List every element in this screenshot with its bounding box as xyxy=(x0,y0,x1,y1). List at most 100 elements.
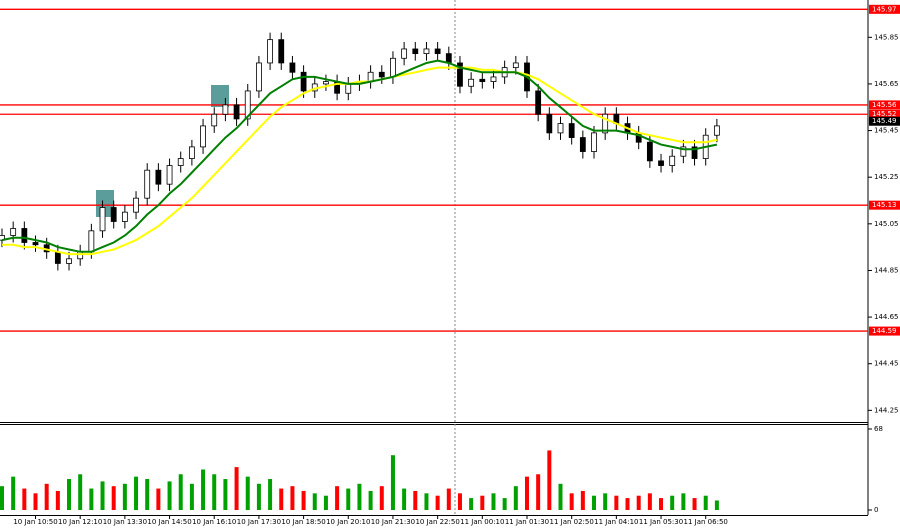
y-tick-label: 144.65 xyxy=(874,313,899,321)
volume-bar xyxy=(524,476,529,510)
x-tick-label: 10 Jan 14:50 xyxy=(147,518,191,526)
volume-bar xyxy=(44,483,49,510)
volume-bar xyxy=(223,479,228,510)
volume-bar xyxy=(569,493,574,510)
x-tick-label: 10 Jan 22:50 xyxy=(415,518,459,526)
volume-bar xyxy=(424,493,429,510)
volume-bar xyxy=(379,486,384,510)
candle-body xyxy=(713,125,720,136)
volume-bar xyxy=(335,486,340,510)
candle-body xyxy=(423,48,430,55)
volume-bar xyxy=(502,498,507,510)
candle-body xyxy=(579,137,586,152)
volume-bar xyxy=(480,495,485,510)
volume-bar xyxy=(703,495,708,510)
candle-body xyxy=(267,39,273,64)
y-tick-label: 145.05 xyxy=(874,220,899,228)
volume-bar xyxy=(614,495,619,510)
moving-average xyxy=(1,59,718,253)
candle-body xyxy=(591,132,597,152)
volume-bar xyxy=(189,483,194,510)
volume-bar xyxy=(122,483,127,510)
volume-bar xyxy=(301,490,306,510)
x-tick-label: 10 Jan 10:50 xyxy=(13,518,57,526)
volume-bar xyxy=(681,493,686,510)
candle-body xyxy=(345,83,352,94)
volume-bar xyxy=(100,481,105,510)
volume-bar xyxy=(491,493,496,510)
candle-body xyxy=(669,155,676,166)
volume-bar xyxy=(390,455,395,510)
candle-body xyxy=(188,146,195,159)
candle-body xyxy=(222,104,229,115)
candle-body xyxy=(546,113,553,134)
candle-body xyxy=(21,228,28,243)
candle-body xyxy=(256,62,262,92)
volume-bar xyxy=(346,488,351,510)
candle-body xyxy=(99,207,106,232)
volume-bar xyxy=(0,486,4,510)
x-tick-label: 11 Jan 01:30 xyxy=(505,518,549,526)
candle-body xyxy=(177,158,184,166)
volume-bar xyxy=(167,481,172,510)
level-tag xyxy=(869,100,900,110)
level-tag xyxy=(869,116,900,126)
volume-bar xyxy=(111,486,116,510)
volume-bar xyxy=(33,493,38,510)
candle-body xyxy=(378,71,385,78)
volume-bar xyxy=(290,486,295,510)
level-label: 144.59 xyxy=(872,327,897,335)
level-tag xyxy=(869,4,900,14)
volume-bar xyxy=(22,488,27,510)
level-label: 145.97 xyxy=(872,5,897,13)
candle-body xyxy=(278,39,285,64)
volume-bar xyxy=(558,483,563,510)
candle-body xyxy=(66,258,72,264)
candle-body xyxy=(401,48,408,59)
volume-bar xyxy=(714,500,719,510)
candle-body xyxy=(390,57,396,78)
volume-bar xyxy=(178,474,183,510)
candle-body xyxy=(88,230,95,253)
x-tick-label: 10 Jan 13:30 xyxy=(103,518,147,526)
volume-bar xyxy=(469,498,474,510)
candle-body xyxy=(144,169,151,199)
volume-bar xyxy=(212,474,217,510)
level-label: 145.49 xyxy=(872,117,897,125)
volume-bar xyxy=(402,488,407,510)
candle-body xyxy=(133,197,139,213)
y2-tick-label: 68 xyxy=(874,425,883,433)
level-tag xyxy=(869,109,900,119)
x-tick-label: 11 Jan 00:10 xyxy=(460,518,504,526)
candle-body xyxy=(434,48,441,55)
volume-bar xyxy=(55,490,60,510)
y-tick-label: 144.45 xyxy=(874,360,899,368)
volume-bar xyxy=(592,495,597,510)
volume-bar xyxy=(234,467,239,510)
volume-bar xyxy=(692,498,697,510)
x-tick-label: 11 Jan 02:50 xyxy=(550,518,594,526)
candle-body xyxy=(166,165,173,185)
signal-box xyxy=(211,85,229,107)
y-tick-label: 145.65 xyxy=(874,80,899,88)
candle-body xyxy=(54,251,61,264)
y-tick-label: 144.25 xyxy=(874,406,899,414)
volume-bar xyxy=(413,490,418,510)
candle-body xyxy=(602,113,609,134)
candle-body xyxy=(121,211,128,222)
volume-bar xyxy=(312,493,317,510)
x-tick-label: 11 Jan 05:30 xyxy=(639,518,683,526)
volume-bar xyxy=(368,490,373,510)
candle-body xyxy=(155,169,162,185)
candle-body xyxy=(490,76,497,83)
candle-body xyxy=(0,235,5,241)
volume-bar xyxy=(670,495,675,510)
volume-bar xyxy=(659,498,664,510)
volume-bar xyxy=(78,474,83,510)
moving-average xyxy=(2,66,718,256)
y-tick-label: 145.25 xyxy=(874,173,899,181)
candle-body xyxy=(244,90,251,120)
volume-bar xyxy=(145,479,150,510)
volume-bar xyxy=(625,498,630,510)
